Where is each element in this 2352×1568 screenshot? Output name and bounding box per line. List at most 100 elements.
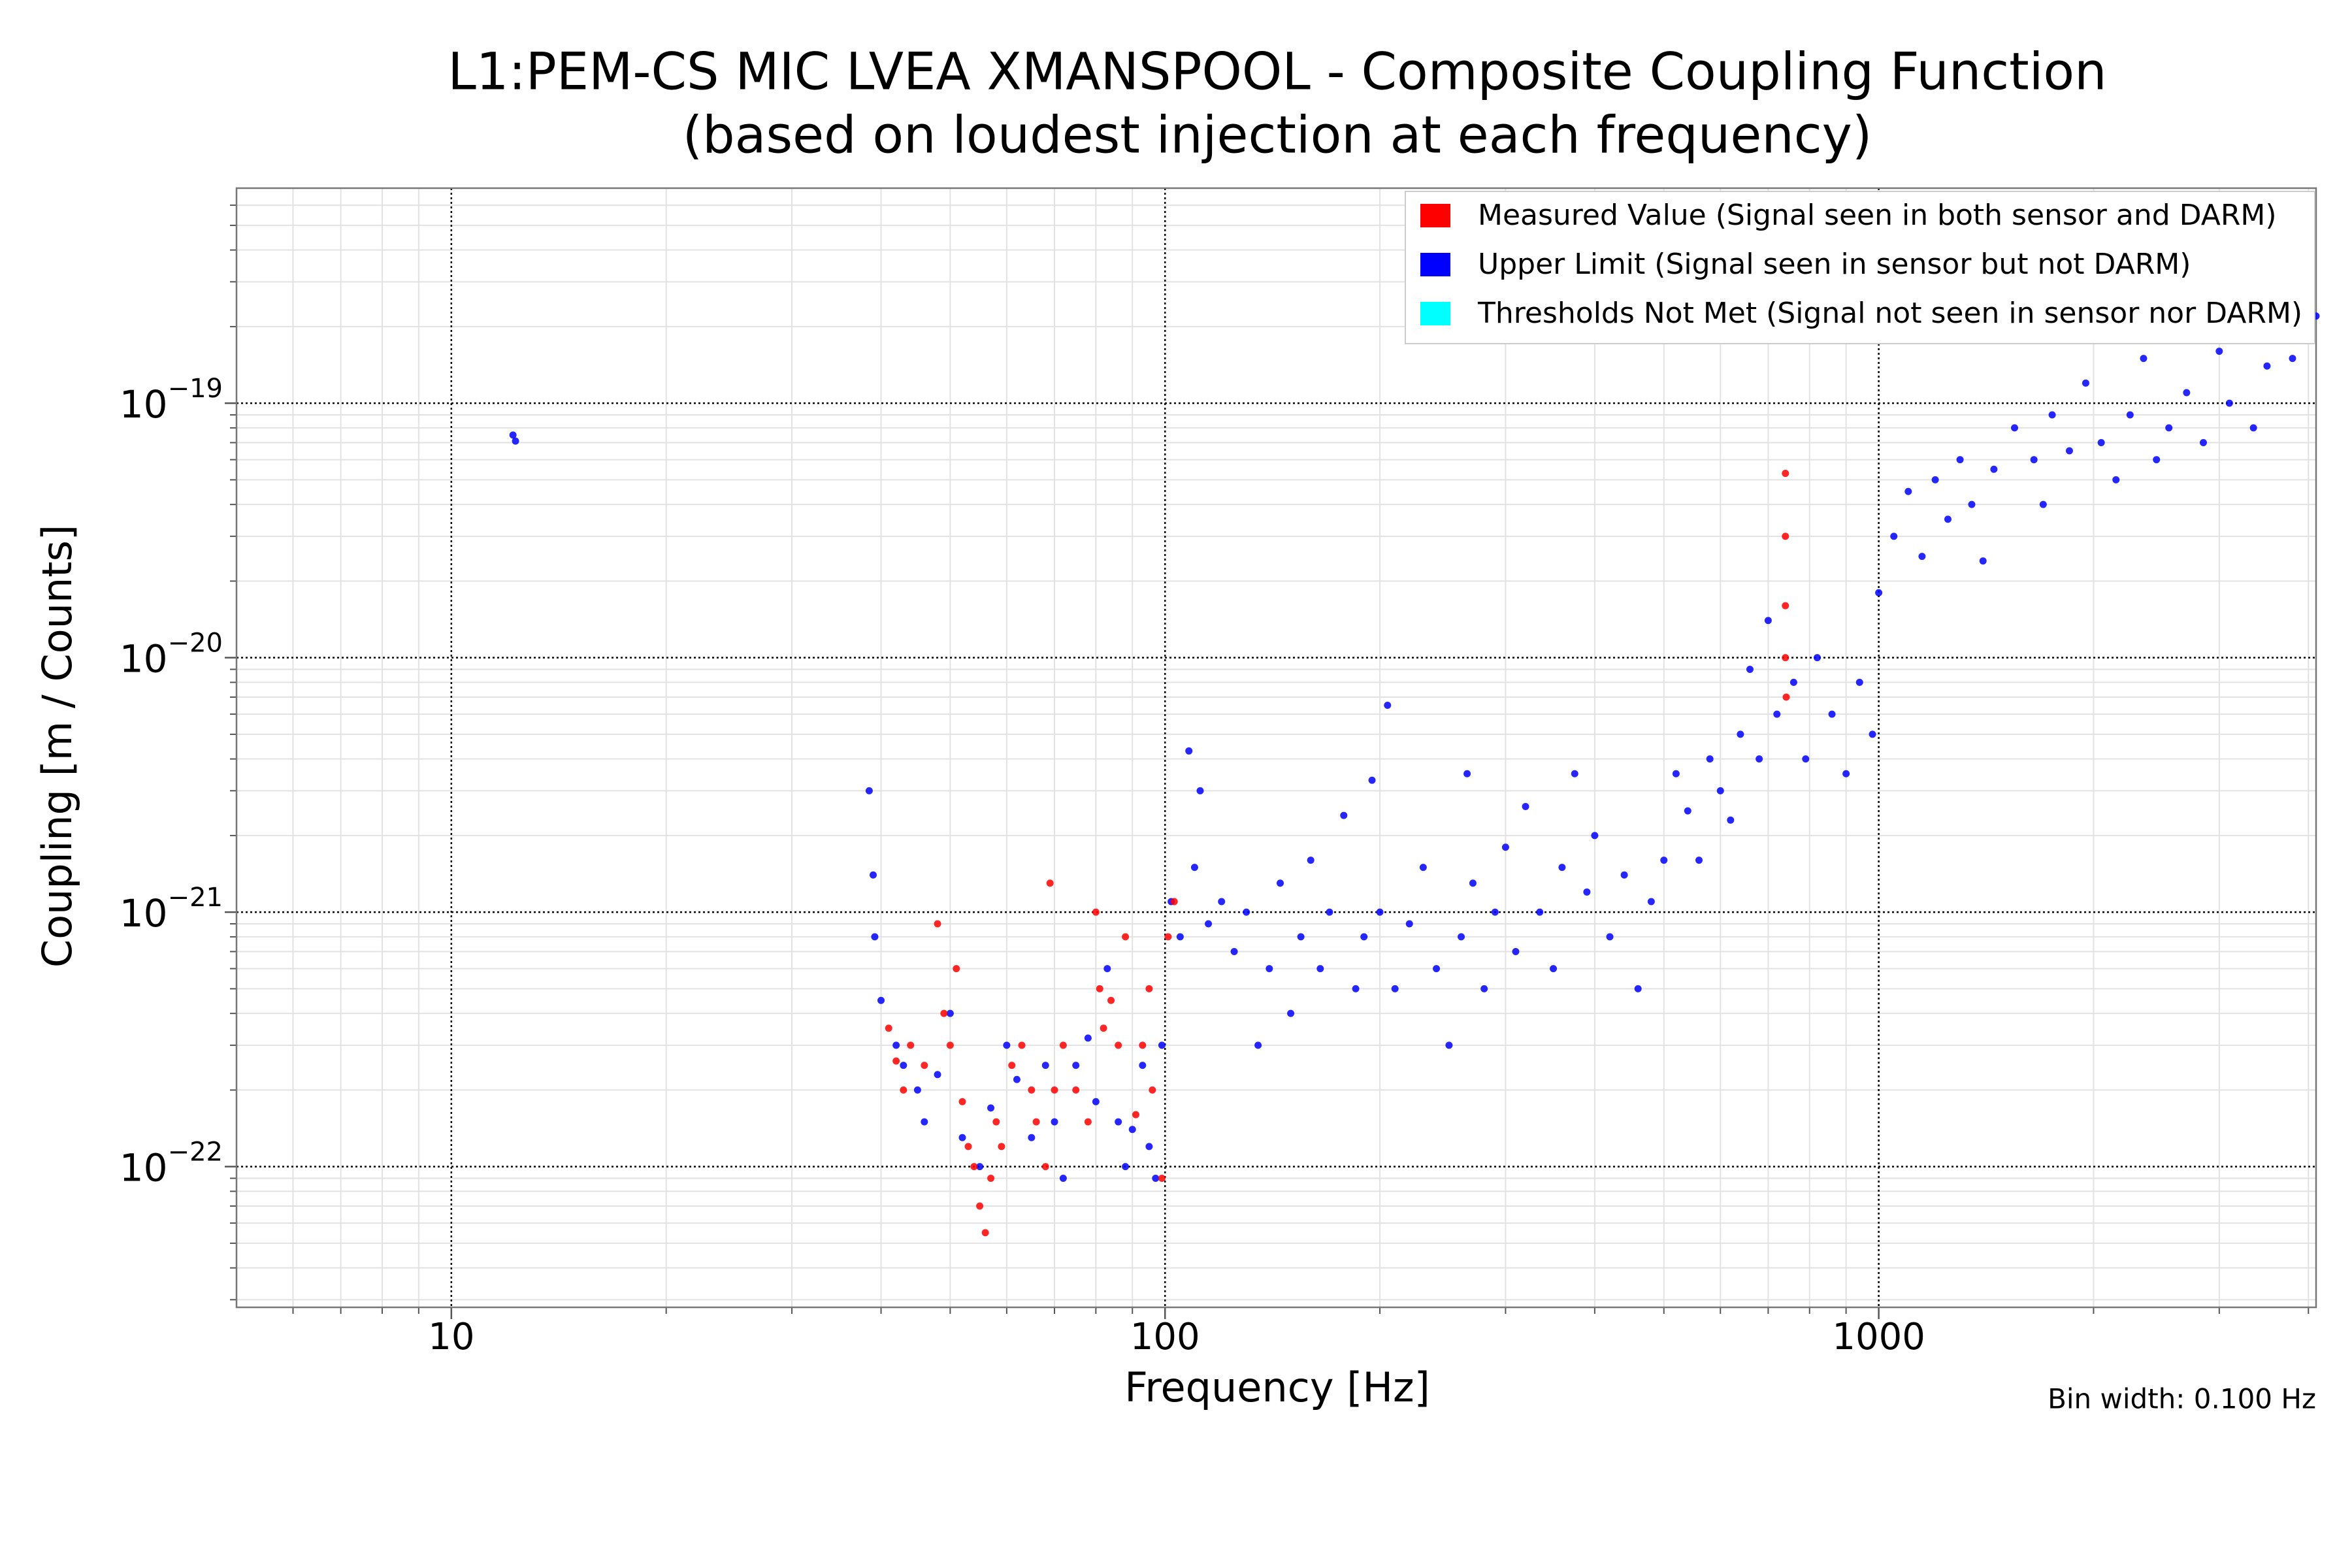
data-point [2263,362,2271,370]
data-point [1032,1118,1040,1126]
data-point [871,933,879,941]
data-point [877,996,885,1004]
data-point [1469,879,1477,887]
data-point [1287,1009,1295,1017]
data-point [1276,879,1284,887]
legend-label: Thresholds Not Met (Signal not seen in s… [1477,297,2302,330]
data-point [1230,948,1238,956]
data-point [1918,553,1926,561]
data-point [2199,439,2207,447]
data-point [2082,379,2089,387]
data-point [1307,857,1315,864]
data-point [1558,864,1566,872]
data-point [1115,1118,1122,1126]
data-point [1145,985,1153,992]
data-point [1018,1041,1026,1049]
data-point [976,1202,984,1210]
data-point [1059,1041,1067,1049]
data-point [1164,933,1172,941]
data-point [1360,933,1368,941]
legend-swatch [1420,204,1450,227]
data-point [2215,348,2223,355]
data-point [1266,965,1273,973]
data-point [900,1062,907,1070]
data-point [1092,908,1100,916]
data-point [1041,1163,1049,1171]
data-point [1828,710,1836,718]
legend-swatch [1420,302,1450,325]
data-point [2183,389,2191,397]
data-point [1591,832,1599,840]
data-point [1340,811,1348,819]
data-point [1550,965,1558,973]
data-point [870,871,877,879]
data-point [2097,439,2105,447]
data-point [1139,1062,1147,1070]
data-point [1782,654,1789,662]
y-tick-label: 10−21 [120,883,223,936]
data-point [1695,857,1703,864]
data-point [1122,933,1130,941]
data-point [921,1118,928,1126]
data-point [1536,908,1544,916]
data-point [1979,557,1987,565]
data-point [1297,933,1305,941]
data-point [1107,996,1115,1004]
data-point [1190,864,1198,872]
data-point [1132,1111,1139,1119]
data-point [1869,730,1876,738]
data-point [1051,1118,1058,1126]
y-tick-base: 10 [120,637,168,681]
y-tick-exponent: −20 [168,629,223,659]
data-point [1013,1075,1021,1083]
data-point [865,787,873,794]
data-point [1145,1143,1153,1151]
x-tick-label: 1000 [1832,1316,1925,1358]
data-point [1620,871,1628,879]
data-point [1445,1041,1453,1049]
data-point [900,1086,907,1094]
data-point [934,920,941,928]
data-point [1782,693,1790,701]
data-point [1433,965,1441,973]
data-point [958,1134,966,1141]
data-point [1096,985,1103,992]
data-point [1196,787,1204,794]
data-point [2140,355,2148,363]
data-point [1103,965,1111,973]
data-point [2048,411,2056,419]
data-point [1813,654,1821,662]
data-point [1185,747,1193,755]
data-point [1419,864,1427,872]
data-point [1522,803,1529,811]
data-point [1764,617,1772,625]
data-point [1316,965,1324,973]
data-point [1773,710,1781,718]
data-point [1243,908,1250,916]
data-point [987,1174,995,1182]
data-point [1875,589,1883,596]
legend-label: Measured Value (Signal seen in both sens… [1478,199,2277,232]
data-point [1376,908,1384,916]
data-point [1782,470,1789,478]
data-point [1672,770,1680,777]
data-point [1122,1163,1130,1171]
data-point [1405,920,1413,928]
data-point [998,1143,1005,1151]
data-point [1254,1041,1262,1049]
x-axis-label: Frequency [Hz] [1124,1364,1430,1411]
y-tick-label: 10−22 [120,1137,223,1190]
data-point [2289,355,2296,363]
y-tick-label: 10−19 [120,374,223,427]
data-point [2112,476,2120,483]
data-point [1059,1174,1067,1182]
data-point [2249,424,2257,432]
data-point [1463,770,1471,777]
data-point [1512,948,1520,956]
data-point [1716,787,1724,794]
data-point [1480,985,1488,992]
data-point [2065,447,2073,455]
data-point [1028,1086,1036,1094]
data-point [885,1024,892,1032]
